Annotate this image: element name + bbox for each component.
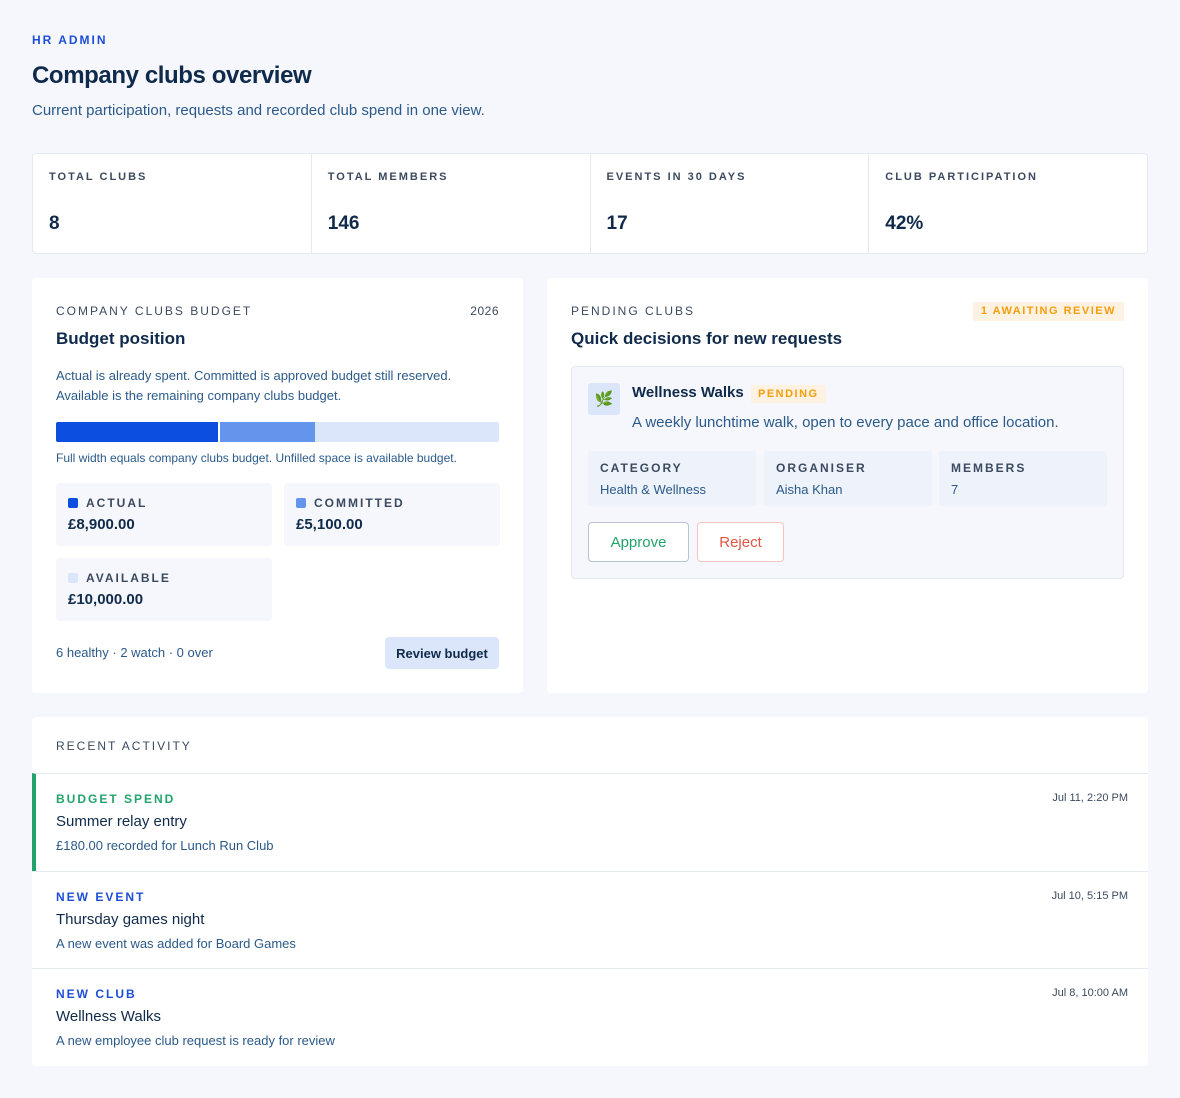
stat-value: 17 <box>606 213 628 234</box>
budget-card: COMPANY CLUBS BUDGET 2026 Budget positio… <box>32 278 523 693</box>
activity-type: NEW EVENT <box>56 889 146 904</box>
approve-button[interactable]: Approve <box>588 522 689 562</box>
legend-label: COMMITTED <box>314 496 405 510</box>
stat-label: CLUB PARTICIPATION <box>885 171 1038 183</box>
legend-committed: COMMITTED £5,100.00 <box>284 483 500 546</box>
budget-bar <box>56 422 499 442</box>
budget-title: Budget position <box>56 329 186 348</box>
activity-description: £180.00 recorded for Lunch Run Club <box>56 838 274 853</box>
committed-swatch-icon <box>296 498 306 508</box>
awaiting-review-badge: 1 AWAITING REVIEW <box>972 302 1124 321</box>
budget-bar-committed <box>220 422 315 442</box>
budget-eyebrow: COMPANY CLUBS BUDGET <box>56 304 253 318</box>
stat-label: TOTAL CLUBS <box>49 171 148 183</box>
page-subtitle: Current participation, requests and reco… <box>32 102 485 119</box>
status-badge: PENDING <box>751 385 826 403</box>
stat-value: 8 <box>49 213 60 234</box>
activity-time: Jul 11, 2:20 PM <box>1052 792 1128 804</box>
budget-year: 2026 <box>470 304 499 318</box>
request-name: Wellness Walks <box>632 384 744 401</box>
legend-label: ACTUAL <box>86 496 148 510</box>
activity-title: Wellness Walks <box>56 1008 162 1026</box>
actual-swatch-icon <box>68 498 78 508</box>
budget-bar-note: Full width equals company clubs budget. … <box>56 451 457 465</box>
activity-description: A new event was added for Board Games <box>56 935 296 951</box>
stat-total-clubs: TOTAL CLUBS 8 <box>33 154 312 253</box>
activity-description: A new employee club request is ready for… <box>56 1033 335 1049</box>
meta-label: MEMBERS <box>951 461 1027 475</box>
page-title: Company clubs overview <box>32 62 312 89</box>
pending-clubs-card: PENDING CLUBS 1 AWAITING REVIEW Quick de… <box>547 278 1148 693</box>
budget-bar-actual <box>56 422 221 442</box>
stat-participation: CLUB PARTICIPATION 42% <box>869 154 1147 253</box>
legend-available: AVAILABLE £10,000.00 <box>56 558 272 621</box>
activity-eyebrow: RECENT ACTIVITY <box>56 739 192 753</box>
stats-strip: TOTAL CLUBS 8 TOTAL MEMBERS 146 EVENTS I… <box>32 153 1148 254</box>
list-item[interactable]: NEW CLUB Wellness Walks A new employee c… <box>32 968 1148 1066</box>
stat-total-members: TOTAL MEMBERS 146 <box>312 154 591 253</box>
activity-title: Thursday games night <box>56 910 205 928</box>
pending-title: Quick decisions for new requests <box>571 329 843 348</box>
page-eyebrow: HR ADMIN <box>32 33 108 47</box>
budget-description: Actual is already spent. Committed is ap… <box>56 368 452 403</box>
activity-list: BUDGET SPEND Summer relay entry £180.00 … <box>32 773 1148 1066</box>
budget-health-summary: 6 healthy · 2 watch · 0 over <box>56 645 213 660</box>
legend-value: £10,000.00 <box>68 591 144 608</box>
list-item[interactable]: NEW EVENT Thursday games night A new eve… <box>32 870 1148 969</box>
recent-activity-card: RECENT ACTIVITY BUDGET SPEND Summer rela… <box>32 717 1148 1066</box>
activity-title: Summer relay entry <box>56 813 187 830</box>
request-description: A weekly lunchtime walk, open to every p… <box>632 414 1059 431</box>
meta-label: ORGANISER <box>776 461 867 475</box>
stat-value: 42% <box>885 213 924 234</box>
meta-members: MEMBERS 7 <box>939 451 1107 506</box>
meta-organiser: ORGANISER Aisha Khan <box>764 451 932 506</box>
legend-label: AVAILABLE <box>86 571 171 585</box>
stat-label: EVENTS IN 30 DAYS <box>606 171 747 183</box>
stat-events: EVENTS IN 30 DAYS 17 <box>591 154 870 253</box>
legend-actual: ACTUAL £8,900.00 <box>56 483 272 546</box>
meta-value: 7 <box>951 482 959 497</box>
activity-type: BUDGET SPEND <box>56 792 176 806</box>
available-swatch-icon <box>68 573 78 583</box>
leaf-icon: 🌿 <box>588 383 620 415</box>
stat-value: 146 <box>327 213 360 234</box>
activity-time: Jul 10, 5:15 PM <box>1051 889 1128 902</box>
club-request: 🌿 Wellness Walks PENDING A weekly luncht… <box>571 366 1124 579</box>
review-budget-button[interactable]: Review budget <box>385 637 499 669</box>
meta-label: CATEGORY <box>600 461 683 475</box>
legend-value: £5,100.00 <box>296 516 363 533</box>
reject-button[interactable]: Reject <box>697 522 784 562</box>
activity-type: NEW CLUB <box>56 987 137 1002</box>
meta-value: Health & Wellness <box>600 482 706 497</box>
stat-label: TOTAL MEMBERS <box>327 171 449 183</box>
meta-value: Aisha Khan <box>776 482 843 497</box>
legend-value: £8,900.00 <box>68 516 135 533</box>
list-item[interactable]: BUDGET SPEND Summer relay entry £180.00 … <box>32 773 1148 871</box>
pending-eyebrow: PENDING CLUBS <box>571 304 696 318</box>
meta-category: CATEGORY Health & Wellness <box>588 451 756 506</box>
activity-time: Jul 8, 10:00 AM <box>1052 987 1128 1000</box>
